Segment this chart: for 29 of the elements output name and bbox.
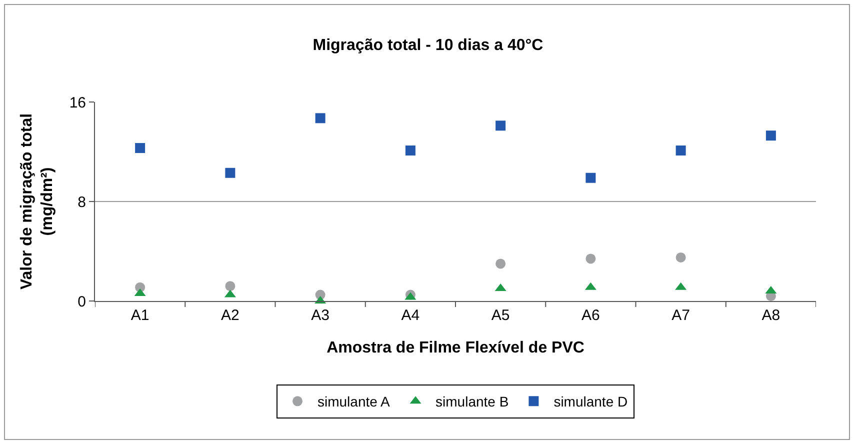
x-tick-label: A4: [401, 307, 420, 324]
point: [225, 168, 236, 178]
point: [135, 143, 146, 154]
legend-label: simulante B: [436, 394, 509, 410]
x-tick-label: A2: [221, 307, 240, 324]
chart-title: Migração total - 10 dias a 40°C: [312, 37, 544, 54]
x-tick-label: A5: [491, 307, 510, 324]
point: [676, 146, 686, 156]
x-tick-label: A6: [582, 307, 600, 324]
point: [496, 120, 506, 131]
point: [676, 252, 686, 262]
point: [225, 281, 236, 292]
legend-label: simulante A: [318, 394, 391, 410]
y-tick-label: 8: [78, 194, 86, 211]
y-axis-title: Valor de migração total (mg/dm²): [18, 113, 56, 290]
point: [586, 254, 596, 264]
point: [496, 258, 506, 269]
legend-label: simulante D: [554, 394, 628, 410]
x-tick-label: A1: [130, 307, 150, 324]
point: [315, 113, 326, 124]
point: [586, 172, 596, 183]
x-tick-label: A7: [672, 307, 690, 324]
point: [405, 146, 416, 156]
y-tick-label: 0: [78, 293, 86, 310]
x-tick-label: A3: [311, 307, 330, 324]
x-tick-label: A8: [762, 307, 780, 324]
point: [766, 130, 776, 141]
y-tick-label: 16: [69, 94, 86, 112]
x-axis-title: Amostra de Filme Flexível de PVC: [326, 340, 585, 357]
